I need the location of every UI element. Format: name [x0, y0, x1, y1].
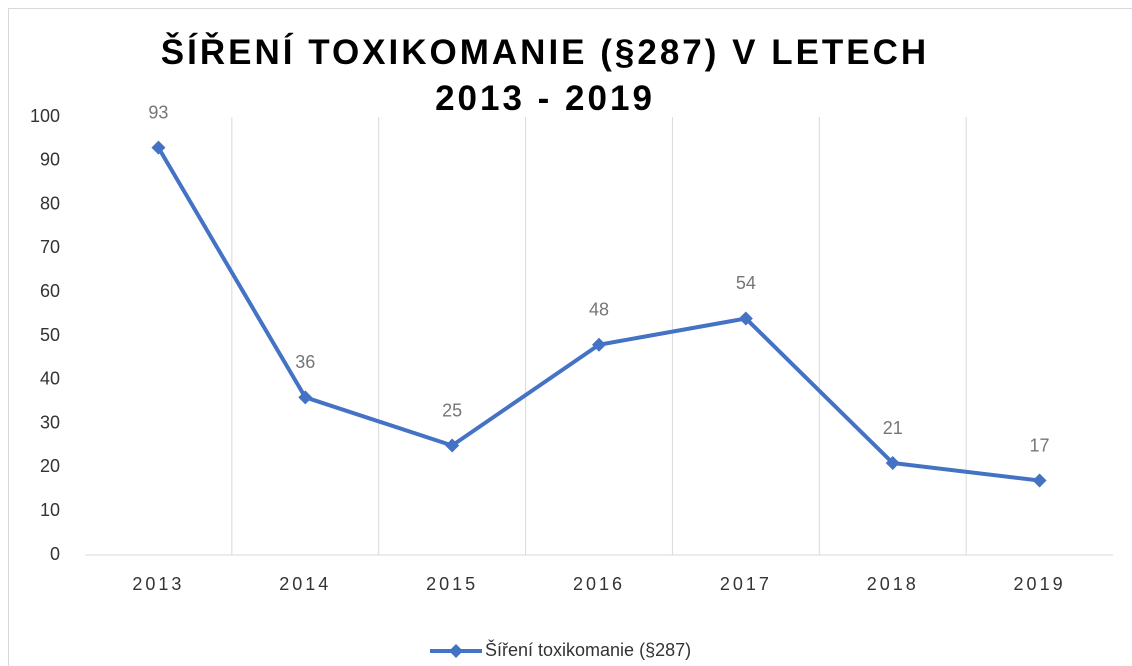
point-marker — [738, 311, 753, 326]
legend-label: Šíření toxikomanie (§287) — [485, 639, 691, 660]
y-tick-label: 30 — [40, 412, 60, 432]
data-label: 48 — [589, 300, 609, 320]
y-tick-label: 50 — [40, 325, 60, 345]
data-label: 25 — [442, 400, 462, 420]
y-tick-label: 20 — [40, 456, 60, 476]
data-label: 17 — [1030, 435, 1050, 455]
chart-border — [8, 8, 1132, 666]
y-tick-label: 70 — [40, 237, 60, 257]
y-tick-label: 10 — [40, 500, 60, 520]
point-marker — [885, 456, 900, 471]
y-tick-label: 80 — [40, 193, 60, 213]
y-tick-label: 0 — [50, 544, 60, 564]
point-marker — [592, 337, 606, 352]
point-marker — [1032, 473, 1047, 488]
y-tick-label: 60 — [40, 281, 60, 301]
point-marker — [298, 390, 313, 405]
x-tick-label: 2014 — [279, 574, 331, 594]
point-marker — [151, 140, 166, 155]
y-tick-label: 100 — [30, 106, 60, 126]
x-tick-label: 2013 — [132, 574, 184, 594]
legend-marker — [449, 644, 463, 658]
x-tick-label: 2016 — [573, 574, 625, 594]
y-tick-label: 40 — [40, 369, 60, 389]
x-tick-label: 2015 — [426, 574, 478, 594]
x-tick-label: 2018 — [867, 574, 919, 594]
data-label: 93 — [148, 102, 168, 122]
y-tick-label: 90 — [40, 150, 60, 170]
chart-title: ŠÍŘENÍ TOXIKOMANIE (§287) V LETECH 2013 … — [160, 33, 930, 118]
data-label: 54 — [736, 273, 756, 293]
data-label: 21 — [883, 418, 903, 438]
point-marker — [445, 438, 460, 453]
x-tick-label: 2019 — [1014, 574, 1066, 594]
data-label: 36 — [295, 352, 315, 372]
x-tick-label: 2017 — [720, 574, 772, 594]
